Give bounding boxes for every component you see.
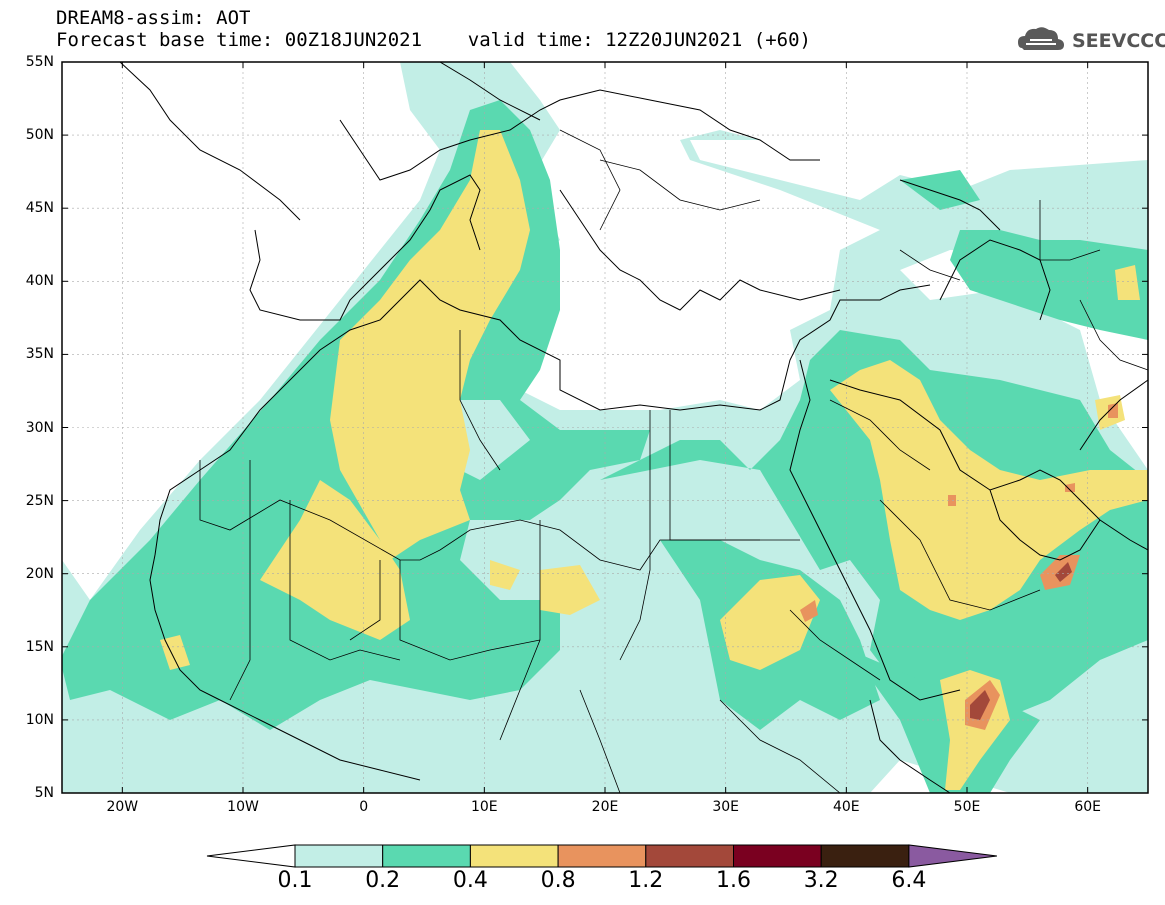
colorbar-label: 6.4 xyxy=(891,868,927,893)
colorbar-label: 0.4 xyxy=(452,868,488,893)
colorbar-label: 1.6 xyxy=(716,868,751,893)
lat-label: 50N xyxy=(25,127,54,144)
cloud-icon xyxy=(1018,27,1064,50)
colorbar-segment xyxy=(645,844,734,868)
colorbar-label: 1.2 xyxy=(628,868,664,893)
lon-label: 30E xyxy=(712,799,739,815)
coastlines xyxy=(119,62,1148,793)
colorbar-label: 0.2 xyxy=(365,868,401,893)
lat-label: 40N xyxy=(25,273,54,290)
colorbar-segment xyxy=(294,844,384,868)
logo-text: SEEVCCC xyxy=(1072,30,1165,52)
colorbar-segment xyxy=(733,844,822,868)
lat-label: 5N xyxy=(34,785,54,801)
lon-label: 10E xyxy=(470,799,498,815)
lon-label: 20W xyxy=(106,799,139,815)
colorbar-segment xyxy=(206,844,296,868)
lon-label: 60E xyxy=(1074,799,1101,815)
colorbar-label: 0.1 xyxy=(277,868,313,893)
colorbar-segment xyxy=(557,844,647,868)
lat-label: 20N xyxy=(25,565,54,582)
lon-label: 10W xyxy=(227,799,259,815)
chart-title: DREAM8-assim: AOT xyxy=(56,7,251,29)
lon-label: 20E xyxy=(591,799,619,815)
borders xyxy=(199,129,1148,793)
lon-label: 40E xyxy=(832,799,860,815)
lat-label: 55N xyxy=(25,54,54,70)
colorbar-segment xyxy=(820,844,910,868)
lon-label: 50E xyxy=(953,799,981,815)
lat-label: 35N xyxy=(25,346,54,363)
lat-label: 15N xyxy=(25,638,54,655)
lat-label: 10N xyxy=(25,711,54,728)
aot-level-1.2 xyxy=(970,562,1072,720)
lat-label: 25N xyxy=(25,492,54,509)
lat-label: 45N xyxy=(25,200,54,217)
colorbar-segment xyxy=(469,844,559,868)
lon-label: 0 xyxy=(359,799,369,815)
graticule xyxy=(62,62,1148,793)
colorbar-label: 3.2 xyxy=(803,868,839,893)
colorbar-label: 0.8 xyxy=(540,868,576,893)
chart-subtitle: Forecast base time: 00Z18JUN2021 valid t… xyxy=(56,29,811,51)
colorbar-segment xyxy=(382,844,471,868)
colorbar-segment xyxy=(908,844,997,868)
lat-label: 30N xyxy=(25,419,54,436)
aot-level-0.4 xyxy=(160,130,1148,790)
